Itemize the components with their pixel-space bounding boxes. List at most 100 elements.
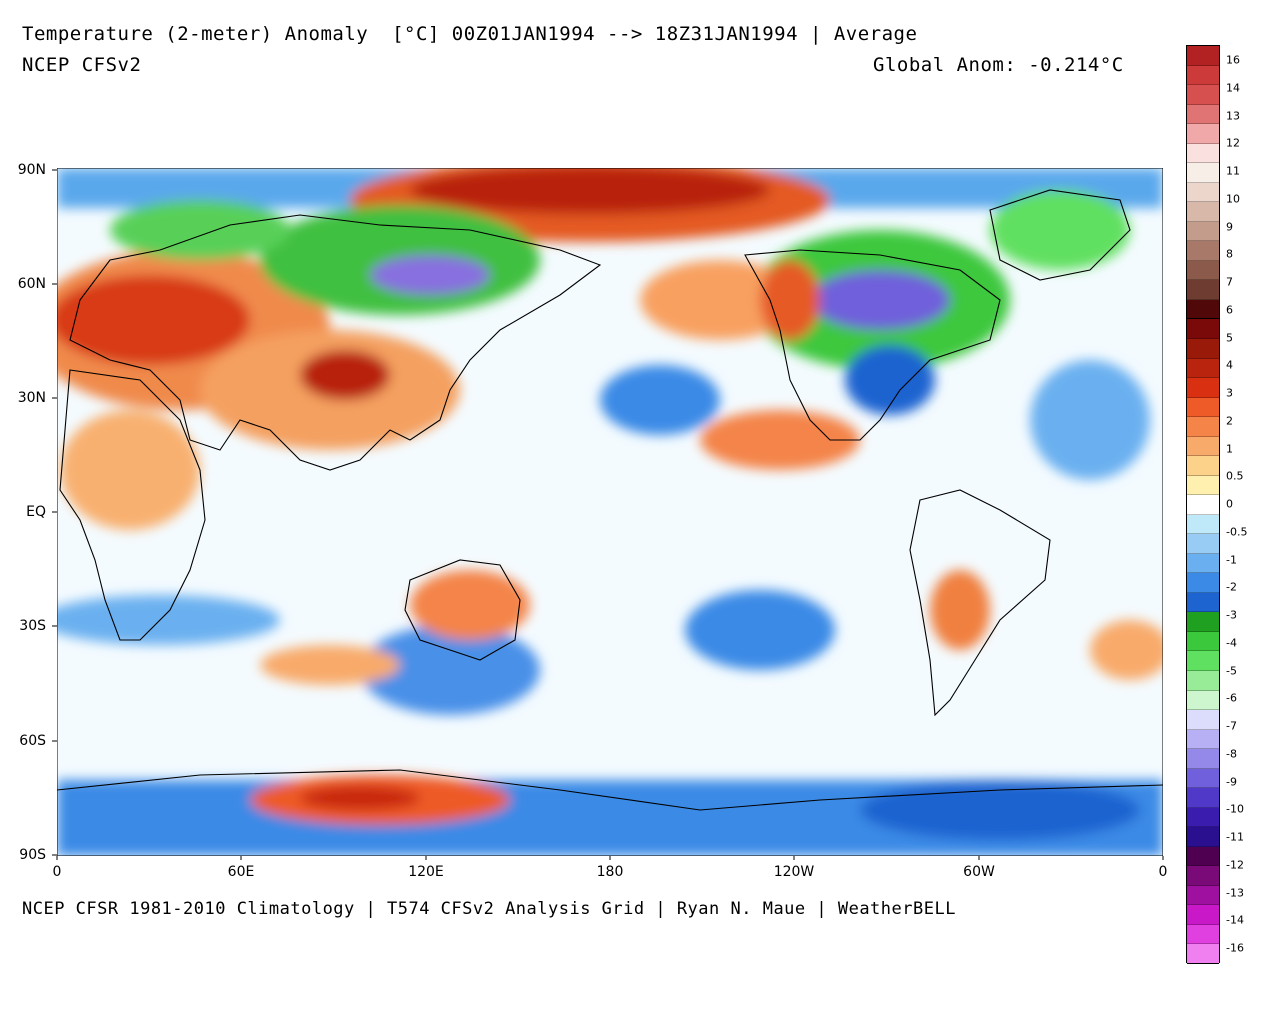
lon-label-60e: 60E [227,864,255,880]
legend-swatch [1187,260,1219,281]
legend-label: -10 [1226,802,1244,816]
legend-label: -16 [1226,941,1244,955]
legend-label: 7 [1226,275,1233,289]
legend-label: -1 [1226,553,1237,566]
legend-swatch [1187,163,1219,183]
legend-swatch [1187,905,1219,925]
legend-swatch [1187,592,1219,613]
legend-label: -3 [1226,608,1237,622]
model-name: NCEP CFSv2 [22,54,142,76]
legend-swatch [1187,280,1219,300]
legend-swatch [1187,631,1219,652]
legend-swatch [1187,358,1219,379]
legend-label: 1 [1226,442,1233,455]
legend-swatch [1187,319,1219,339]
legend-swatch [1187,788,1219,808]
lon-label-180: 180 [596,864,624,880]
legend-label: 9 [1226,220,1233,233]
legend-label: 0 [1226,497,1233,511]
footer-credit: NCEP CFSR 1981-2010 Climatology | T574 C… [22,899,956,919]
legend-swatch [1187,456,1219,476]
legend-label: -5 [1226,664,1237,677]
legend-swatch [1187,690,1219,711]
legend-swatch [1187,378,1219,398]
legend-swatch [1187,85,1219,105]
legend-swatch [1187,866,1219,886]
global-anomaly: Global Anom: -0.214°C [873,54,1124,76]
legend-label: -4 [1226,636,1237,650]
legend-swatch [1187,827,1219,847]
legend-label: 8 [1226,247,1233,261]
lon-label-120w: 120W [773,864,815,880]
legend-label: -2 [1226,580,1237,594]
lon-label-0-east: 0 [1158,864,1168,880]
legend-label: 0.5 [1226,469,1244,483]
legend-label: -6 [1226,691,1237,705]
legend-swatch [1187,397,1219,418]
legend-swatch [1187,104,1219,125]
legend-swatch [1187,299,1219,320]
lat-label-90n: 90N [17,162,46,178]
legend-swatch [1187,514,1219,535]
legend-label: -13 [1226,886,1244,899]
lat-label-eq: EQ [26,504,46,520]
legend-swatch [1187,885,1219,906]
legend-swatch [1187,768,1219,789]
lon-label-120e: 120E [408,864,444,880]
legend-label: -8 [1226,747,1237,761]
legend-label: 11 [1226,164,1240,178]
lat-label-60n: 60N [17,276,46,292]
legend-label: -0.5 [1226,525,1248,539]
legend-label: -11 [1226,830,1244,844]
lat-label-30n: 30N [17,390,46,406]
legend-label: 2 [1226,414,1233,428]
legend-swatch [1187,65,1219,86]
legend-swatch [1187,651,1219,672]
legend-label: 5 [1226,331,1233,344]
legend-swatch [1187,241,1219,261]
legend-swatch [1187,202,1219,222]
legend-label: 12 [1226,136,1240,150]
legend-swatch [1187,612,1219,632]
legend-swatch [1187,534,1219,554]
legend-label: -14 [1226,913,1244,927]
color-legend [1186,45,1220,964]
legend-swatch [1187,807,1219,828]
lat-label-30s: 30S [19,618,46,634]
legend-swatch [1187,475,1219,496]
legend-label: 3 [1226,386,1233,400]
legend-swatch [1187,495,1219,515]
legend-label: -7 [1226,719,1237,733]
legend-swatch [1187,46,1219,66]
legend-label: 16 [1226,53,1240,67]
legend-label: 13 [1226,109,1240,122]
legend-swatch [1187,221,1219,242]
legend-swatch [1187,573,1219,593]
legend-swatch [1187,338,1219,359]
legend-label: 6 [1226,303,1233,317]
legend-swatch [1187,417,1219,437]
legend-swatch [1187,671,1219,691]
lat-label-90s: 90S [19,847,46,863]
anomaly-map [52,168,1164,860]
legend-swatch [1187,944,1219,964]
lon-label-0-west: 0 [52,864,62,880]
legend-label: 14 [1226,81,1240,95]
legend-label: 4 [1226,358,1233,372]
legend-swatch [1187,143,1219,164]
legend-swatch [1187,729,1219,750]
chart-title: Temperature (2-meter) Anomaly [°C] 00Z01… [22,23,918,45]
lon-label-60w: 60W [963,864,995,880]
legend-label: -12 [1226,858,1244,872]
legend-swatch [1187,436,1219,457]
legend-label: 10 [1226,192,1240,206]
legend-swatch [1187,846,1219,867]
lat-label-60s: 60S [19,733,46,749]
legend-swatch [1187,182,1219,203]
legend-swatch [1187,749,1219,769]
legend-swatch [1187,124,1219,144]
legend-label: -9 [1226,775,1237,788]
legend-swatch [1187,553,1219,574]
legend-swatch [1187,924,1219,945]
legend-swatch [1187,710,1219,730]
